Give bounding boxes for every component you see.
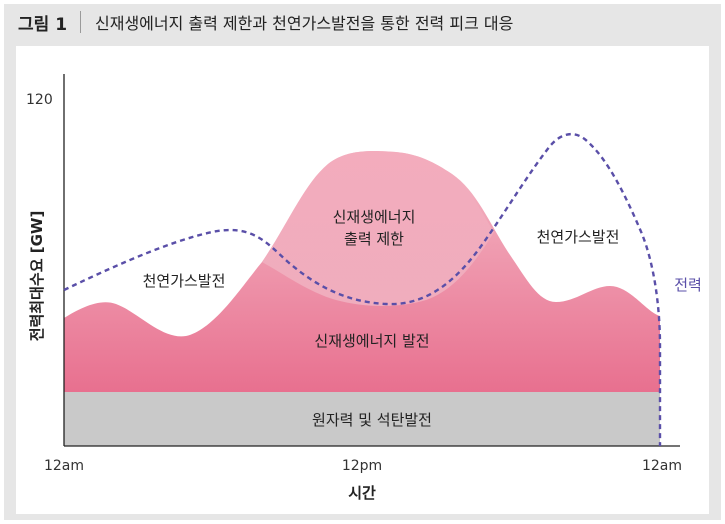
- x-tick-12am-end: 12am: [642, 458, 682, 474]
- curtailment-area: [262, 151, 494, 306]
- y-axis-title: 전력최대수요 [GW]: [28, 211, 46, 342]
- x-tick-12pm: 12pm: [342, 458, 382, 474]
- figure-title: 신재생에너지 출력 제한과 천연가스발전을 통한 전력 피크 대응: [95, 14, 514, 33]
- x-tick-12am-start: 12am: [44, 458, 84, 474]
- chart-svg: 120 12am 12pm 12am 시간 전력최대수요 [GW] 천연가스발전…: [26, 74, 702, 502]
- figure-frame: 그림 1 신재생에너지 출력 제한과 천연가스발전을 통한 전력 피크 대응: [4, 4, 721, 520]
- figure-label: 그림 1: [18, 14, 68, 35]
- label-curtail-line1: 신재생에너지: [333, 208, 416, 226]
- demand-line: [63, 133, 662, 446]
- label-gas-right: 천연가스발전: [537, 228, 620, 246]
- figure-header: 그림 1 신재생에너지 출력 제한과 천연가스발전을 통한 전력 피크 대응: [4, 4, 721, 40]
- x-axis-title: 시간: [348, 484, 376, 502]
- chart-panel: 120 12am 12pm 12am 시간 전력최대수요 [GW] 천연가스발전…: [16, 46, 709, 514]
- label-curtail-line2: 출력 제한: [344, 230, 404, 248]
- base-load-area: [64, 392, 660, 446]
- label-demand-series: 전력: [674, 276, 702, 294]
- label-base-load: 원자력 및 석탄발전: [312, 411, 432, 429]
- header-divider: [80, 11, 81, 33]
- y-tick-120: 120: [26, 92, 53, 108]
- label-renewable: 신재생에너지 발전: [314, 332, 429, 350]
- label-gas-left: 천연가스발전: [143, 272, 226, 290]
